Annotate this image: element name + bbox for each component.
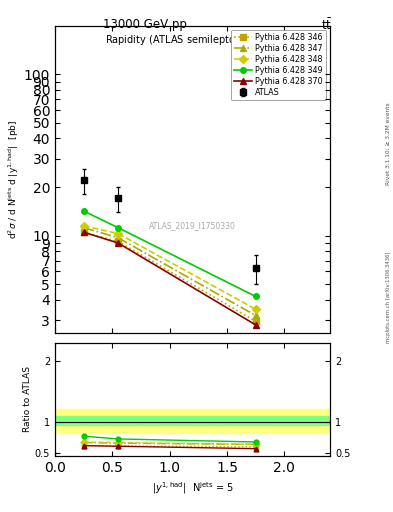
Line: Pythia 6.428 346: Pythia 6.428 346 xyxy=(81,229,258,324)
Text: Rapidity (ATLAS semileptonic t$\bar{\rm t}$bar): Rapidity (ATLAS semileptonic t$\bar{\rm … xyxy=(105,32,280,48)
Line: Pythia 6.428 349: Pythia 6.428 349 xyxy=(81,208,258,299)
X-axis label: $|y^{1,\rm had}|$  N$^{\rm jets}$ = 5: $|y^{1,\rm had}|$ N$^{\rm jets}$ = 5 xyxy=(152,480,233,496)
Text: t$\bar{\rm t}$: t$\bar{\rm t}$ xyxy=(321,18,332,33)
Text: Rivet 3.1.10; ≥ 3.2M events: Rivet 3.1.10; ≥ 3.2M events xyxy=(386,102,391,185)
Pythia 6.428 346 xyxy=(116,239,120,245)
Line: Pythia 6.428 347: Pythia 6.428 347 xyxy=(81,225,258,318)
Pythia 6.428 370 xyxy=(116,240,120,246)
Pythia 6.428 348 xyxy=(81,223,86,229)
Pythia 6.428 348 xyxy=(253,306,258,312)
Pythia 6.428 349 xyxy=(116,225,120,231)
Text: 13000 GeV pp: 13000 GeV pp xyxy=(103,18,187,31)
Pythia 6.428 346 xyxy=(253,318,258,324)
Pythia 6.428 349 xyxy=(81,208,86,214)
Bar xyxy=(55,416,330,425)
Pythia 6.428 347 xyxy=(116,234,120,241)
Pythia 6.428 347 xyxy=(253,312,258,318)
Legend: Pythia 6.428 346, Pythia 6.428 347, Pythia 6.428 348, Pythia 6.428 349, Pythia 6: Pythia 6.428 346, Pythia 6.428 347, Pyth… xyxy=(231,30,326,100)
Text: ATLAS_2019_I1750330: ATLAS_2019_I1750330 xyxy=(149,221,236,230)
Pythia 6.428 349 xyxy=(253,293,258,300)
Bar xyxy=(55,409,330,433)
Pythia 6.428 348 xyxy=(116,230,120,237)
Pythia 6.428 370 xyxy=(253,322,258,328)
Y-axis label: d$^2\sigma$ / d N$^{\rm jets}$ d |y$^{1,\rm had}$|  [pb]: d$^2\sigma$ / d N$^{\rm jets}$ d |y$^{1,… xyxy=(7,120,21,239)
Pythia 6.428 346 xyxy=(81,229,86,236)
Text: mcplots.cern.ch [arXiv:1306.3436]: mcplots.cern.ch [arXiv:1306.3436] xyxy=(386,251,391,343)
Pythia 6.428 370 xyxy=(81,229,86,236)
Line: Pythia 6.428 348: Pythia 6.428 348 xyxy=(81,223,258,312)
Line: Pythia 6.428 370: Pythia 6.428 370 xyxy=(81,229,258,328)
Y-axis label: Ratio to ATLAS: Ratio to ATLAS xyxy=(23,367,32,432)
Pythia 6.428 347 xyxy=(81,225,86,231)
